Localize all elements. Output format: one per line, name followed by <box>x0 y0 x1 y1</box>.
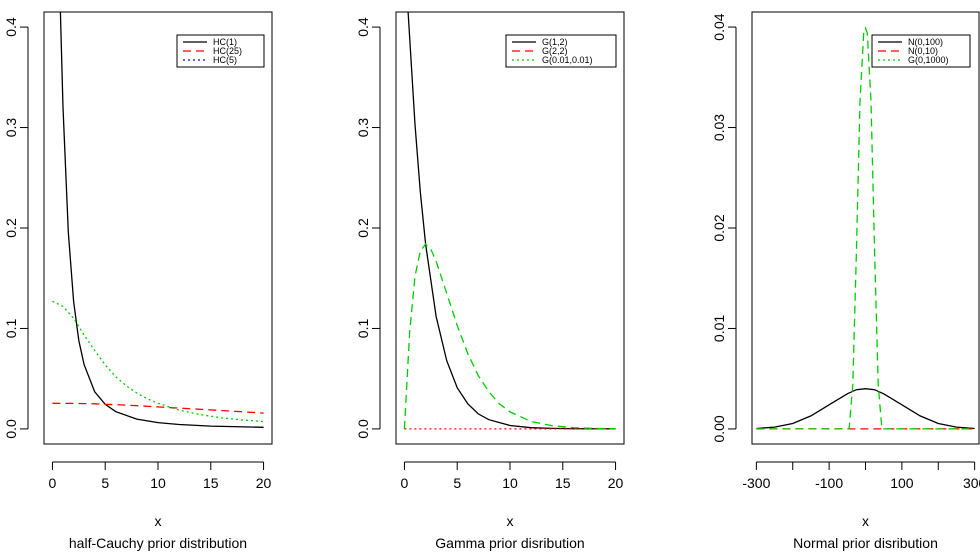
panel-subtitle: half-Cauchy prior distribution <box>69 535 247 551</box>
series-group <box>52 12 264 428</box>
x-tick-label: 10 <box>502 475 518 491</box>
x-axis-title: x <box>862 513 869 529</box>
x-axis-title: x <box>155 513 162 529</box>
panel-half-cauchy: 0 5 10 15 20 0.0 0.1 0.2 0.3 0.4 x half-Cauchy prio… <box>3 11 273 551</box>
y-tick-label: 0.01 <box>711 315 727 342</box>
y-tick-label: 0.03 <box>711 114 727 141</box>
legend-box <box>505 34 617 68</box>
y-tick-label: 0.1 <box>355 319 371 339</box>
y-tick-label: 0.2 <box>355 218 371 238</box>
y-tick-label: 0.1 <box>3 319 19 339</box>
legend: HC(1)HC(25)HC(5) <box>176 34 265 68</box>
x-tick-label: 20 <box>256 475 272 491</box>
y-tick-label: 0.4 <box>355 17 371 37</box>
y-tick-label: 0.3 <box>355 118 371 138</box>
legend-label: G(2,2) <box>542 46 568 56</box>
plot-frame <box>751 11 980 445</box>
series-line-1 <box>407 12 616 430</box>
x-tick-label: 300 <box>963 475 980 491</box>
plot-frame <box>395 11 625 445</box>
x-tick-label: 5 <box>101 475 109 491</box>
legend-box <box>176 34 265 68</box>
series-line-1 <box>59 12 264 428</box>
y-tick-label: 0.2 <box>3 218 19 238</box>
series-line-3 <box>52 300 264 423</box>
x-tick-label: 15 <box>555 475 571 491</box>
legend: N(0,100)N(0,10)G(0,1000) <box>871 34 971 68</box>
legend-label: G(0.01,0.01) <box>542 55 593 65</box>
panel-subtitle: Gamma prior disribution <box>435 535 584 551</box>
x-tick-label: 10 <box>150 475 166 491</box>
legend-label: G(0,1000) <box>908 55 949 65</box>
y-tick-label: 0.0 <box>3 419 19 439</box>
panel-normal: -300 -100 100 300 0.00 0.01 0.02 0.03 0.04 x Norma… <box>711 11 980 551</box>
series-group <box>403 12 616 430</box>
legend-label: N(0,10) <box>908 46 938 56</box>
x-tick-label: -100 <box>815 475 843 491</box>
series-line-1 <box>756 388 975 430</box>
panel-gamma: 0 5 10 15 20 0.0 0.1 0.2 0.3 0.4 x Gamma prior disr… <box>355 11 625 551</box>
x-tick-label: 0 <box>49 475 57 491</box>
x-tick-label: 15 <box>203 475 219 491</box>
legend-label: G(1,2) <box>542 37 568 47</box>
y-tick-label: 0.3 <box>3 118 19 138</box>
y-tick-label: 0.0 <box>355 419 371 439</box>
y-tick-label: 0.00 <box>711 415 727 442</box>
x-axis-title: x <box>507 513 514 529</box>
y-tick-label: 0.02 <box>711 214 727 241</box>
panel-subtitle: Normal prior disribution <box>793 535 938 551</box>
plot-frame <box>43 11 273 445</box>
x-tick-label: 20 <box>608 475 624 491</box>
legend-label: N(0,100) <box>908 37 943 47</box>
series-group <box>756 26 975 430</box>
x-tick-label: 5 <box>453 475 461 491</box>
series-line-2 <box>52 402 264 414</box>
legend-label: HC(5) <box>213 55 237 65</box>
x-tick-label: -300 <box>742 475 770 491</box>
legend-label: HC(1) <box>213 37 237 47</box>
series-line-3 <box>756 26 975 430</box>
x-tick-label: 100 <box>890 475 914 491</box>
y-tick-label: 0.04 <box>711 13 727 40</box>
legend: G(1,2)G(2,2)G(0.01,0.01) <box>505 34 617 68</box>
series-line-3 <box>403 243 616 430</box>
y-tick-label: 0.4 <box>3 17 19 37</box>
legend-box <box>871 34 971 68</box>
x-tick-label: 0 <box>401 475 409 491</box>
legend-label: HC(25) <box>213 46 242 56</box>
